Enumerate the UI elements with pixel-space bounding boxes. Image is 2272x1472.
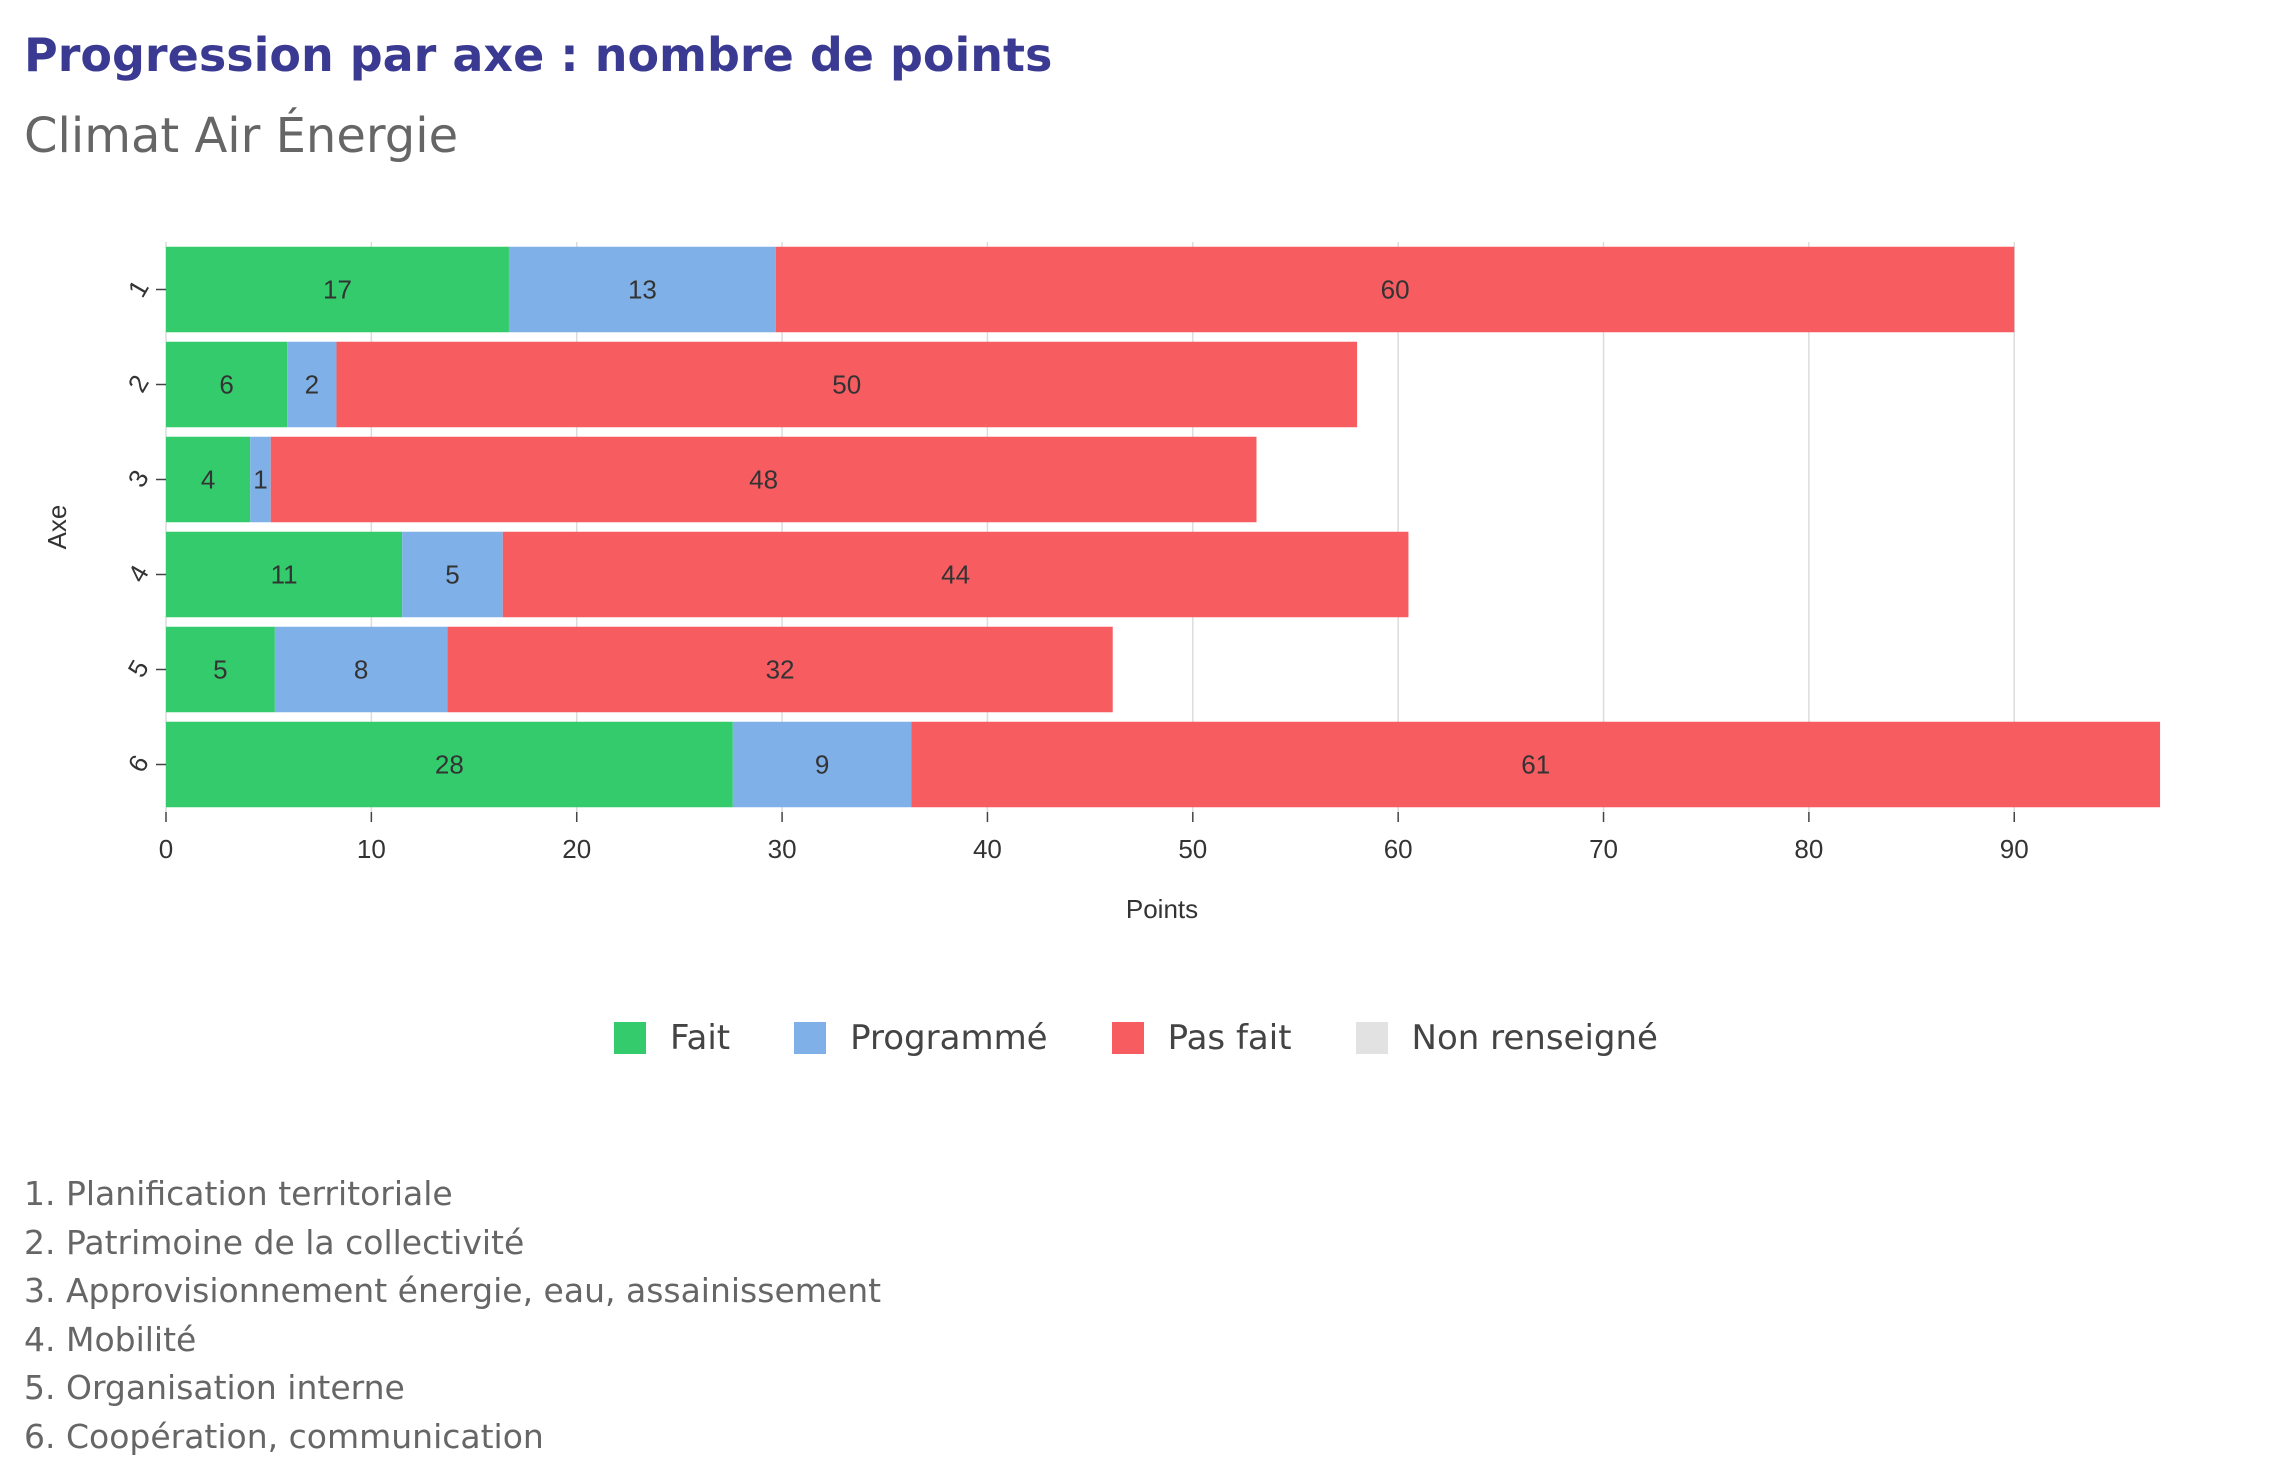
y-tick-label-5: 5: [122, 655, 155, 683]
chart-legend: Fait Programmé Pas fait Non renseigné: [0, 1018, 2272, 1058]
bar-axe-5-pas-fait: [447, 626, 1113, 713]
x-tick-label-50: 50: [1178, 834, 1207, 864]
bar-axe-6-programmé: [732, 721, 912, 808]
bar-axe-4-programmé: [402, 531, 503, 618]
x-tick-label-90: 90: [2000, 834, 2029, 864]
x-tick-label-20: 20: [562, 834, 591, 864]
bar-axe-1-programmé: [508, 246, 776, 333]
bar-label-axe-1-2: 60: [1381, 275, 1410, 305]
bar-label-axe-1-1: 13: [628, 275, 657, 305]
x-tick-label-80: 80: [1794, 834, 1823, 864]
y-tick-label-1: 1: [122, 275, 155, 303]
axis-description-4: 4. Mobilité: [24, 1319, 197, 1359]
bar-label-axe-4-1: 5: [445, 560, 459, 590]
bar-axe-3-pas-fait: [270, 436, 1257, 523]
y-tick-label-3: 3: [122, 465, 155, 493]
bar-axe-6-pas-fait: [911, 721, 2161, 808]
legend-swatch-pas-fait: [1111, 1022, 1144, 1054]
legend-label-non-renseigne: Non renseigné: [1411, 1018, 1658, 1058]
legend-label-fait: Fait: [670, 1018, 731, 1058]
bar-label-axe-4-0: 11: [271, 560, 298, 590]
x-tick-label-0: 0: [159, 834, 173, 864]
x-tick-label-40: 40: [973, 834, 1002, 864]
axis-description-3: 3. Approvisionnement énergie, eau, assai…: [24, 1271, 882, 1310]
bar-axe-6-fait: [166, 721, 733, 808]
legend-label-programme: Programmé: [850, 1018, 1048, 1058]
bar-label-axe-3-1: 1: [253, 465, 267, 495]
bar-label-axe-5-0: 5: [213, 655, 227, 685]
y-tick-label-6: 6: [122, 750, 155, 778]
page-title: Progression par axe : nombre de points: [24, 28, 1053, 82]
legend-label-pas-fait: Pas fait: [1167, 1018, 1292, 1058]
bar-axe-4-pas-fait: [502, 531, 1409, 618]
bar-axe-2-pas-fait: [336, 341, 1358, 428]
bar-axe-2-fait: [166, 341, 288, 428]
x-tick-label-70: 70: [1589, 834, 1618, 864]
bar-label-axe-4-2: 44: [941, 560, 970, 590]
page-subtitle: Climat Air Énergie: [24, 108, 459, 164]
bar-label-axe-5-1: 8: [354, 655, 368, 685]
bar-axe-1-fait: [166, 246, 509, 333]
axis-description-1: 1. Planification territoriale: [24, 1174, 453, 1213]
axis-description-2: 2. Patrimoine de la collectivité: [24, 1222, 525, 1262]
legend-item-non-renseigne[interactable]: Non renseigné: [1355, 1018, 1658, 1058]
legend-swatch-programme: [794, 1022, 827, 1054]
bar-label-axe-6-1: 9: [815, 750, 829, 780]
y-axis-title: Axe: [42, 505, 72, 550]
bar-axe-3-fait: [166, 436, 251, 523]
bar-label-axe-6-0: 28: [435, 750, 464, 780]
bar-label-axe-2-1: 2: [305, 370, 319, 400]
x-tick-label-60: 60: [1384, 834, 1413, 864]
bar-axe-4-fait: [166, 531, 403, 618]
legend-item-pas-fait[interactable]: Pas fait: [1111, 1018, 1292, 1058]
bar-label-axe-6-2: 61: [1521, 750, 1550, 780]
y-tick-label-4: 4: [122, 560, 155, 588]
bar-axe-1-pas-fait: [775, 246, 2015, 333]
bar-axe-5-fait: [166, 626, 275, 713]
axis-description-list: 1. Planification territoriale 2. Patrimo…: [24, 1170, 881, 1461]
bar-label-axe-2-2: 50: [832, 370, 861, 400]
axis-description-6: 6. Coopération, communication: [24, 1416, 544, 1456]
axis-description-5: 5. Organisation interne: [24, 1368, 405, 1407]
bar-label-axe-1-0: 17: [323, 275, 352, 305]
bar-axe-3-programmé: [250, 436, 271, 523]
x-axis-title: Points: [1126, 894, 1198, 924]
bar-axe-2-programmé: [287, 341, 337, 428]
bar-label-axe-5-2: 32: [766, 655, 795, 685]
x-tick-label-30: 30: [768, 834, 797, 864]
bar-label-axe-3-0: 4: [201, 465, 215, 495]
x-tick-label-10: 10: [357, 834, 386, 864]
legend-item-programme[interactable]: Programmé: [794, 1018, 1048, 1058]
legend-swatch-fait: [614, 1022, 647, 1054]
legend-swatch-non-renseigne: [1355, 1022, 1388, 1054]
legend-item-fait[interactable]: Fait: [614, 1018, 730, 1058]
bar-label-axe-3-2: 48: [749, 465, 778, 495]
bar-axe-5-programmé: [274, 626, 448, 713]
bar-label-axe-2-0: 6: [219, 370, 233, 400]
y-tick-label-2: 2: [122, 370, 155, 398]
